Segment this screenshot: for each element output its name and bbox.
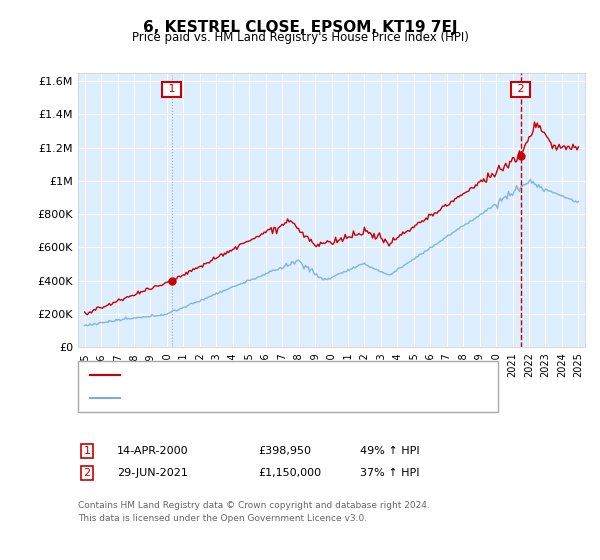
- Text: £1,150,000: £1,150,000: [258, 468, 321, 478]
- Text: Contains HM Land Registry data © Crown copyright and database right 2024.: Contains HM Land Registry data © Crown c…: [78, 501, 430, 510]
- Text: 6, KESTREL CLOSE, EPSOM, KT19 7EJ: 6, KESTREL CLOSE, EPSOM, KT19 7EJ: [143, 20, 457, 35]
- Text: 14-APR-2000: 14-APR-2000: [117, 446, 188, 456]
- Text: 2: 2: [514, 85, 527, 95]
- Text: 29-JUN-2021: 29-JUN-2021: [117, 468, 188, 478]
- Text: 1: 1: [83, 446, 91, 456]
- Text: HPI: Average price, detached house, Epsom and Ewell: HPI: Average price, detached house, Epso…: [126, 393, 407, 403]
- Text: Price paid vs. HM Land Registry's House Price Index (HPI): Price paid vs. HM Land Registry's House …: [131, 31, 469, 44]
- Text: 49% ↑ HPI: 49% ↑ HPI: [360, 446, 419, 456]
- Text: This data is licensed under the Open Government Licence v3.0.: This data is licensed under the Open Gov…: [78, 514, 367, 523]
- Text: £398,950: £398,950: [258, 446, 311, 456]
- Text: 1: 1: [164, 85, 179, 95]
- Text: 6, KESTREL CLOSE, EPSOM, KT19 7EJ (detached house): 6, KESTREL CLOSE, EPSOM, KT19 7EJ (detac…: [126, 370, 412, 380]
- Text: 2: 2: [83, 468, 91, 478]
- Text: 37% ↑ HPI: 37% ↑ HPI: [360, 468, 419, 478]
